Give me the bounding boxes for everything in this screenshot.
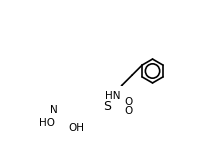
Text: OH: OH (69, 123, 85, 133)
Text: HO: HO (39, 118, 55, 128)
Text: S: S (103, 100, 111, 113)
Text: O: O (124, 106, 132, 116)
Text: HN: HN (105, 91, 121, 101)
Text: O: O (124, 97, 132, 107)
Text: N: N (50, 105, 58, 115)
